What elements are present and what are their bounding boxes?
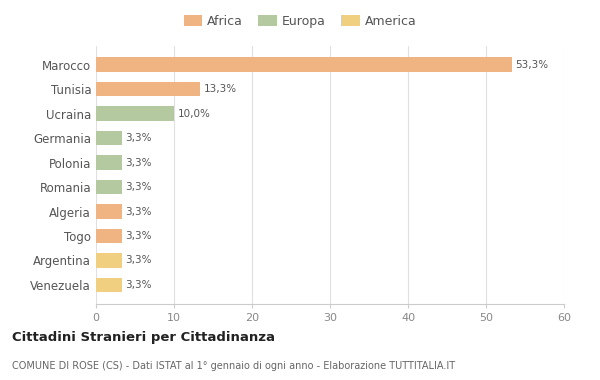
Bar — [96, 253, 122, 268]
Text: 13,3%: 13,3% — [203, 84, 237, 94]
Text: Cittadini Stranieri per Cittadinanza: Cittadini Stranieri per Cittadinanza — [12, 331, 275, 344]
Text: 3,3%: 3,3% — [125, 158, 152, 168]
Bar — [96, 204, 122, 219]
Bar — [96, 106, 174, 121]
Bar — [96, 131, 122, 146]
Legend: Africa, Europa, America: Africa, Europa, America — [179, 10, 421, 33]
Text: 3,3%: 3,3% — [125, 255, 152, 266]
Text: 3,3%: 3,3% — [125, 182, 152, 192]
Text: 10,0%: 10,0% — [178, 109, 211, 119]
Text: COMUNE DI ROSE (CS) - Dati ISTAT al 1° gennaio di ogni anno - Elaborazione TUTTI: COMUNE DI ROSE (CS) - Dati ISTAT al 1° g… — [12, 361, 455, 371]
Bar — [96, 180, 122, 195]
Bar — [96, 82, 200, 97]
Bar — [96, 155, 122, 170]
Bar — [96, 57, 512, 72]
Bar — [96, 229, 122, 243]
Text: 3,3%: 3,3% — [125, 206, 152, 217]
Text: 3,3%: 3,3% — [125, 133, 152, 143]
Bar — [96, 277, 122, 292]
Text: 53,3%: 53,3% — [515, 60, 549, 70]
Text: 3,3%: 3,3% — [125, 280, 152, 290]
Text: 3,3%: 3,3% — [125, 231, 152, 241]
